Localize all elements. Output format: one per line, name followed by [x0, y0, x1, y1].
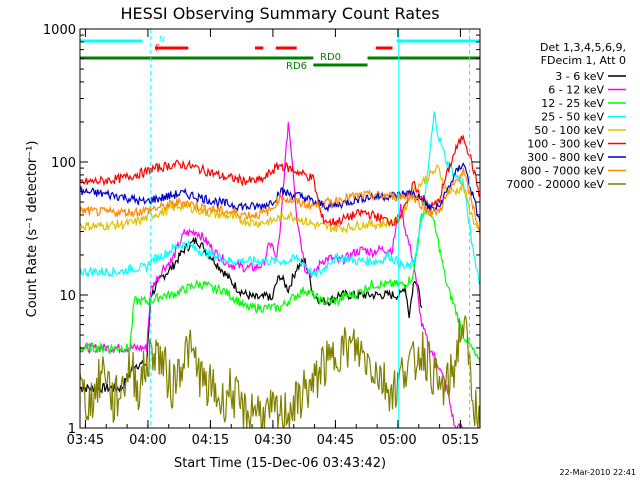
legend-label-2: 12 - 25 keV [541, 97, 604, 110]
legend-label-0: 3 - 6 keV [555, 70, 604, 83]
x-tick-label-4: 04:45 [317, 433, 354, 448]
x-tick-label-2: 04:15 [192, 433, 229, 448]
legend-label-1: 6 - 12 keV [548, 84, 604, 97]
chart-title: HESSI Observing Summary Count Rates [120, 4, 439, 23]
annotation-rd0: RD0 [320, 52, 341, 63]
y-tick-label-3: 1000 [43, 23, 76, 38]
y-tick-label-2: 100 [51, 156, 76, 171]
status-indicators [80, 39, 480, 67]
axis-ticks: 03:45 04:00 04:15 04:30 04:45 05:00 05:15 1 10 10… [43, 23, 480, 448]
y-axis-label: Count Rate (s⁻¹ detector⁻¹) [25, 141, 40, 318]
series-line-4 [80, 164, 480, 236]
series-line-0 [80, 236, 423, 394]
y-tick-label-0: 1 [68, 422, 76, 437]
timestamp: 22-Mar-2010 22:41 [560, 468, 637, 477]
y-tick-label-1: 10 [59, 289, 76, 304]
plot-frame [79, 28, 481, 429]
series-line-7 [80, 167, 480, 232]
legend-header-line-2: FDecim 1, Att 0 [541, 54, 626, 67]
x-tick-label-3: 04:30 [254, 433, 291, 448]
annotation-n: N [159, 35, 165, 44]
series-line-8 [80, 315, 480, 428]
series-line-1 [80, 122, 464, 428]
annotation-f: F [155, 44, 160, 54]
x-tick-label-1: 04:00 [129, 433, 166, 448]
series-line-2 [80, 203, 480, 365]
legend-label-4: 50 - 100 keV [534, 124, 604, 137]
legend-label-5: 100 - 300 keV [527, 138, 604, 151]
legend-label-3: 25 - 50 keV [541, 111, 604, 124]
legend-label-6: 300 - 800 keV [527, 151, 604, 164]
series-line-5 [80, 134, 480, 227]
legend-header-line-1: Det 1,3,4,5,6,9, [540, 41, 626, 54]
annotation-rd6: RD6 [286, 61, 307, 72]
series-lines [80, 111, 480, 428]
legend-label-7: 800 - 7000 keV [520, 165, 604, 178]
x-tick-label-5: 05:00 [379, 433, 416, 448]
legend-label-8: 7000 - 20000 keV [506, 178, 604, 191]
x-tick-label-0: 03:45 [67, 433, 104, 448]
x-tick-label-6: 05:15 [442, 433, 479, 448]
x-axis-label: Start Time (15-Dec-06 03:43:42) [174, 456, 386, 471]
series-line-3 [80, 111, 480, 285]
